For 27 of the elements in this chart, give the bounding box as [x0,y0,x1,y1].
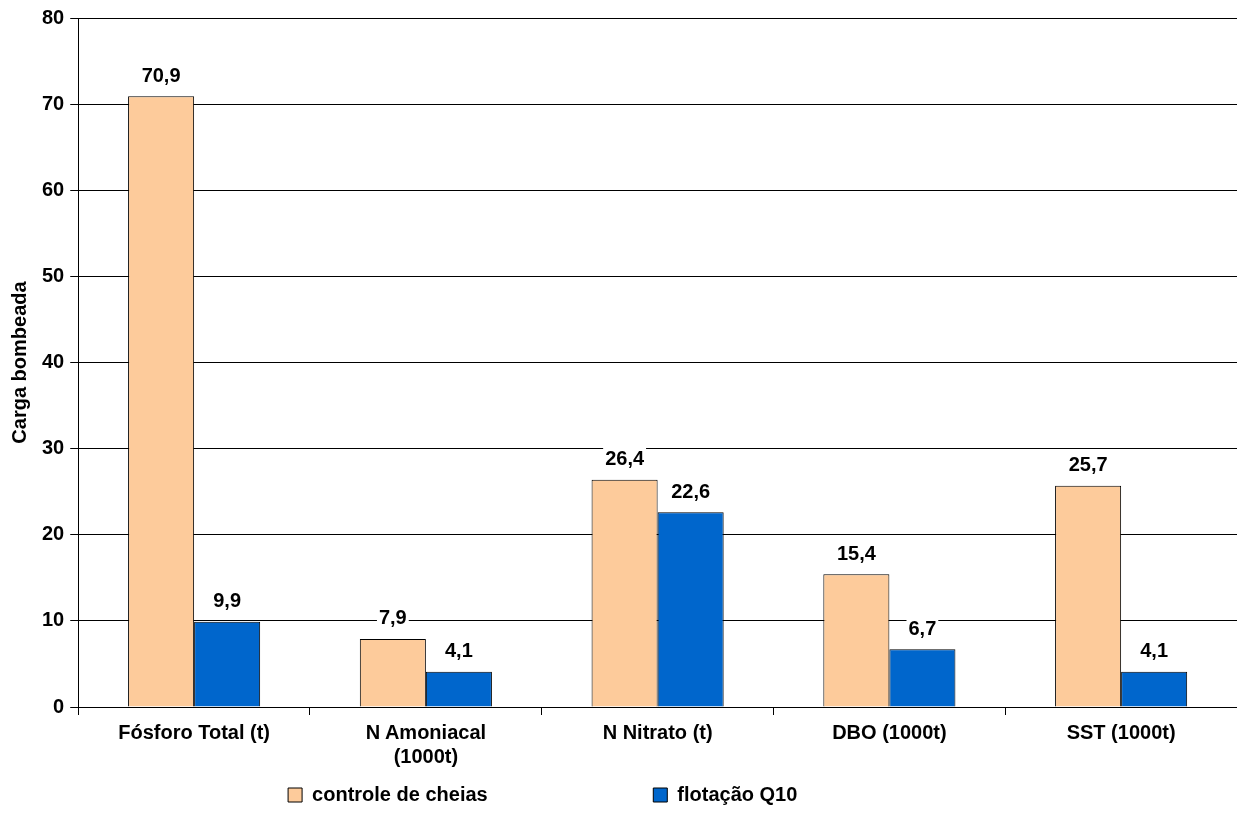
y-tick-label: 30 [42,436,65,459]
data-label: 26,4 [605,447,645,470]
x-tick-label: DBO (1000t) [832,720,947,743]
x-tick-label: N Nitrato (t) [602,720,713,743]
data-label: 7,9 [378,606,407,629]
x-tick-label: Fósforo Total (t) [118,720,271,743]
y-tick-label: 80 [42,5,65,28]
x-tick-label: N Amoniacal (1000t) [365,720,487,767]
y-tick-label: 10 [42,608,65,631]
data-label: 6,7 [908,616,937,639]
y-tick-label: 40 [42,350,65,373]
data-label: 70,9 [141,63,181,86]
legend-label: controle de cheias [312,782,644,805]
data-label: 15,4 [836,541,877,564]
legend-label: flotação Q10 [677,782,953,805]
x-tick-label: SST (1000t) [1066,720,1176,743]
y-tick-label: 50 [42,263,65,286]
data-label: 4,1 [1140,639,1169,662]
y-tick-label: 70 [42,91,65,114]
data-label: 9,9 [213,589,242,612]
data-label: 22,6 [671,479,711,502]
y-tick-label: 0 [53,694,65,717]
data-label: 4,1 [444,639,473,662]
y-axis-title: Carga bombeada [7,280,30,444]
y-tick-label: 60 [42,177,65,200]
y-tick-label: 20 [42,522,65,545]
data-label: 25,7 [1068,453,1108,476]
